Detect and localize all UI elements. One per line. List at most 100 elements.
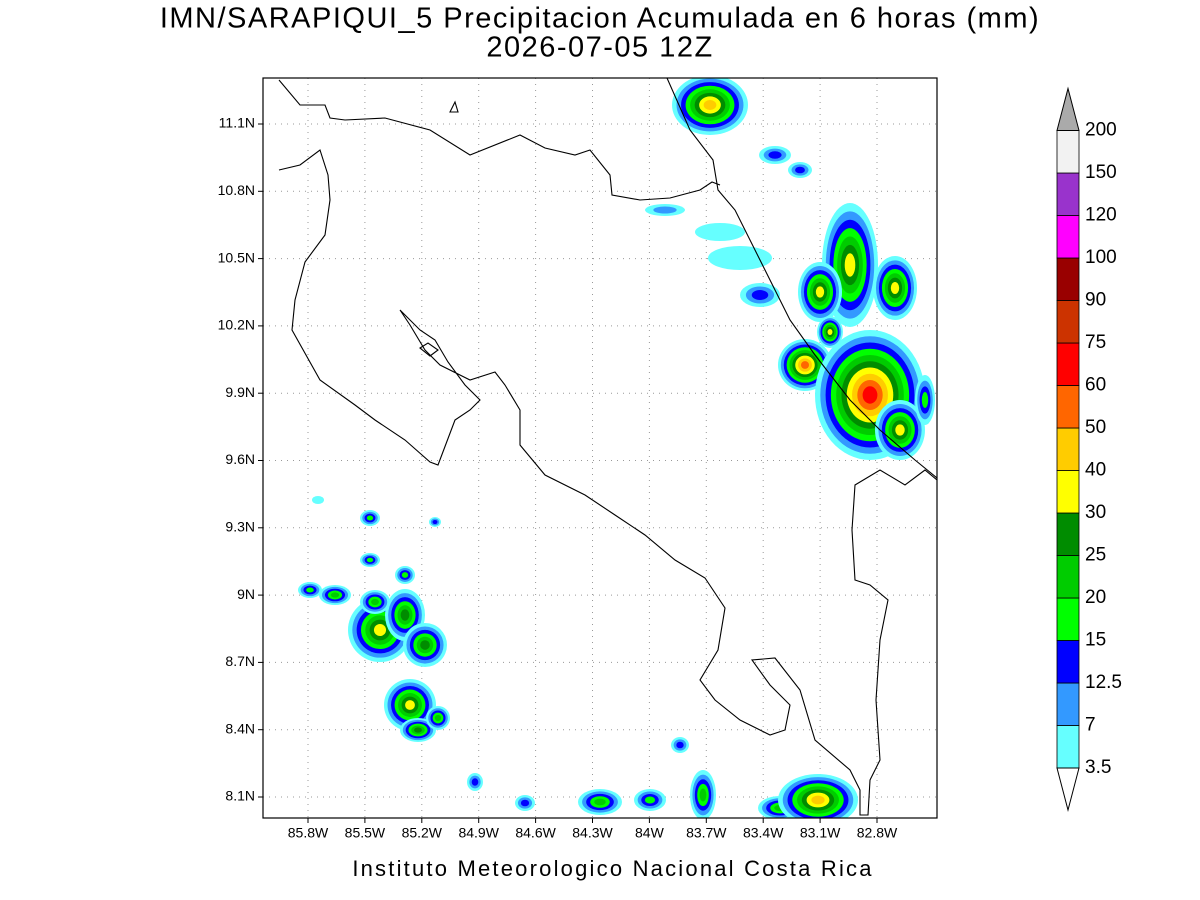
precip-contour [432, 519, 438, 525]
colorbar-over [1056, 86, 1080, 131]
plot-frame [262, 77, 938, 819]
precip-contour [373, 623, 387, 637]
x-tick-label: 85.5W [345, 825, 386, 841]
precip-contour [768, 151, 782, 159]
y-tick-label: 8.7N [225, 653, 255, 669]
footer: Instituto Meteorologico Nacional Costa R… [352, 856, 873, 881]
island [449, 100, 459, 113]
subtitle: 2026-07-05 12Z [486, 32, 713, 64]
precip-contour [306, 587, 314, 593]
precip-contour [371, 598, 379, 606]
x-tick-label: 84W [635, 825, 665, 841]
island [419, 342, 439, 357]
x-tick-label: 83.1W [800, 825, 841, 841]
y-tick-label: 8.4N [225, 720, 255, 736]
colorbar-label: 7 [1085, 715, 1096, 736]
coastline [278, 79, 721, 201]
colorbar-under [1056, 767, 1080, 812]
precip-contour [921, 392, 929, 408]
precip-contour [676, 741, 684, 749]
colorbar-label: 150 [1085, 162, 1117, 183]
colorbar-segment [1056, 300, 1080, 344]
coastline [278, 149, 937, 816]
grid [258, 78, 937, 823]
precip-contour [520, 799, 530, 807]
precip-contour [827, 328, 833, 336]
precip-contour [653, 206, 677, 214]
coastline [666, 78, 937, 479]
colorbar-segment [1056, 342, 1080, 386]
y-tick-label: 10.8N [218, 182, 255, 198]
precipitation-field [298, 78, 935, 818]
precip-contour [751, 290, 769, 300]
precip-contour [795, 166, 805, 174]
y-tick-label: 8.1N [225, 788, 255, 804]
y-tick-label: 9.3N [225, 519, 255, 535]
y-tick-label: 9.9N [225, 384, 255, 400]
title: IMN/SARAPIQUI_5 Precipitacion Acumulada … [160, 3, 1040, 35]
colorbar-label: 120 [1085, 205, 1117, 226]
colorbar-segment [1056, 682, 1080, 726]
x-tick-label: 83.4W [743, 825, 784, 841]
colorbar-segment [1056, 470, 1080, 514]
colorbar: 3.5 7 12.5 15 20 25 30 40 50 60 75 90 100 120 150 200 [1056, 86, 1122, 812]
y-tick-label: 9.6N [225, 451, 255, 467]
colorbar-label: 90 [1085, 290, 1106, 311]
y-tick-label: 11.1N [219, 115, 255, 131]
precip-contour [366, 557, 374, 563]
precip-contour [695, 223, 745, 241]
colorbar-segment [1056, 725, 1080, 769]
x-tick-label: 84.6W [515, 825, 556, 841]
precip-contour [312, 496, 324, 504]
x-tick-label: 84.3W [572, 825, 613, 841]
colorbar-label: 15 [1085, 630, 1106, 651]
precip-contour [405, 700, 415, 710]
colorbar-label: 25 [1085, 545, 1106, 566]
precip-contour [708, 246, 772, 270]
coastlines [278, 78, 937, 816]
colorbar-segment [1056, 257, 1080, 301]
precip-contour [366, 515, 374, 521]
y-tick-label: 9N [237, 586, 255, 602]
colorbar-label: 3.5 [1085, 757, 1111, 778]
precip-contour [815, 286, 825, 298]
colorbar-label: 40 [1085, 460, 1106, 481]
colorbar-label: 12.5 [1085, 672, 1122, 693]
precip-contour [800, 361, 810, 369]
colorbar-label: 60 [1085, 375, 1106, 396]
y-tick-label: 10.5N [218, 249, 255, 265]
precip-contour [895, 424, 905, 436]
colorbar-segment [1056, 427, 1080, 471]
precip-contour [414, 727, 422, 733]
colorbar-label: 20 [1085, 587, 1106, 608]
precip-contour [862, 386, 878, 404]
x-tick-label: 82.8W [857, 825, 898, 841]
precip-contour [401, 572, 409, 578]
precip-contour [400, 609, 410, 621]
colorbar-segment [1056, 640, 1080, 684]
colorbar-segment [1056, 172, 1080, 216]
precip-contour [699, 788, 707, 802]
precip-contour [330, 592, 340, 598]
x-tick-label: 84.9W [458, 825, 499, 841]
colorbar-label: 50 [1085, 417, 1106, 438]
colorbar-label: 100 [1085, 247, 1117, 268]
colorbar-label: 30 [1085, 502, 1106, 523]
precip-contour [644, 796, 656, 804]
colorbar-label: 200 [1085, 120, 1117, 141]
colorbar-label: 75 [1085, 332, 1106, 353]
precip-contour [434, 714, 442, 722]
precip-contour [420, 640, 430, 650]
precip-contour [471, 778, 479, 786]
colorbar-segment [1056, 555, 1080, 599]
y-tick-label: 10.2N [218, 317, 255, 333]
precip-contour [811, 795, 825, 805]
precip-contour [594, 798, 606, 806]
colorbar-segment [1056, 597, 1080, 641]
colorbar-segment [1056, 130, 1080, 174]
x-tick-label: 85.2W [402, 825, 443, 841]
precip-contour [890, 281, 900, 295]
colorbar-segment [1056, 215, 1080, 259]
precip-contour [844, 253, 856, 277]
